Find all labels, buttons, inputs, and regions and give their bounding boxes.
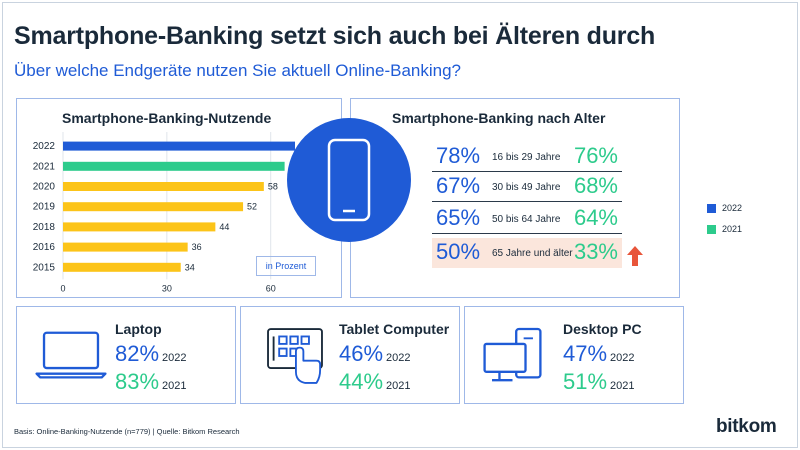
device-value-2021: 44% 2021 xyxy=(339,369,411,394)
device-value-2022: 47% 2022 xyxy=(563,341,635,366)
bar-2015 xyxy=(63,262,181,272)
category-label: 2018 xyxy=(33,222,56,233)
category-label: 2015 xyxy=(33,262,56,273)
legend-item: 2022 xyxy=(707,203,742,213)
legend-item: 2021 xyxy=(707,224,742,234)
age-value-2021: 33% xyxy=(573,239,618,264)
category-label: 2021 xyxy=(33,161,56,172)
age-row: 50% 65 Jahre und älter 33% xyxy=(432,238,622,268)
tablet-hand-icon xyxy=(267,328,323,384)
bitkom-logo: bitkom xyxy=(716,416,777,437)
bar-value-label: 34 xyxy=(185,262,195,272)
age-table-title: Smartphone-Banking nach Alter xyxy=(392,110,606,126)
desktop-pc-icon xyxy=(483,327,542,382)
age-group-label: 50 bis 64 Jahre xyxy=(492,214,561,225)
device-name: Desktop PC xyxy=(563,321,642,337)
unit-note: in Prozent xyxy=(256,256,316,276)
age-value-2022: 50% xyxy=(436,239,481,264)
age-group-label: 16 bis 29 Jahre xyxy=(492,152,561,163)
page-subtitle: Über welche Endgeräte nutzen Sie aktuell… xyxy=(14,61,461,80)
bar-value-label: 58 xyxy=(268,182,278,192)
device-panel: Tablet Computer 46% 2022 44% 2021 xyxy=(240,306,460,404)
legend-swatch xyxy=(707,203,716,213)
smartphone-circle xyxy=(287,118,411,242)
bar-value-label: 52 xyxy=(247,202,257,212)
bar-2022 xyxy=(63,141,295,151)
age-value-2021: 76% xyxy=(573,143,618,168)
bar-2019 xyxy=(63,202,244,212)
age-value-2022: 65% xyxy=(436,205,481,230)
source-note: Basis: Online-Banking-Nutzende (n=779) |… xyxy=(14,427,240,436)
smartphone-icon xyxy=(327,138,371,222)
legend-label: 2021 xyxy=(722,224,743,234)
category-label: 2019 xyxy=(33,202,56,213)
device-panel: Desktop PC 47% 2022 51% 2021 xyxy=(464,306,684,404)
legend-swatch xyxy=(707,224,716,234)
age-value-2021: 64% xyxy=(573,205,618,230)
category-label: 2022 xyxy=(33,141,56,152)
legend-label: 2022 xyxy=(722,203,743,213)
age-group-label: 65 Jahre und älter xyxy=(492,248,573,259)
age-value-2022: 78% xyxy=(436,143,481,168)
device-name: Tablet Computer xyxy=(339,321,450,337)
page-title: Smartphone-Banking setzt sich auch bei Ä… xyxy=(14,22,656,50)
laptop-icon xyxy=(35,331,107,379)
x-tick-label: 60 xyxy=(266,283,276,293)
age-row: 67% 30 bis 49 Jahre 68% xyxy=(432,172,622,202)
age-row: 65% 50 bis 64 Jahre 64% xyxy=(432,204,622,234)
bar-chart-title: Smartphone-Banking-Nutzende xyxy=(62,110,272,126)
x-tick-label: 0 xyxy=(60,283,65,293)
device-panel: Laptop 82% 2022 83% 2021 xyxy=(16,306,236,404)
device-value-2021: 83% 2021 xyxy=(115,369,187,394)
bar-2020 xyxy=(63,182,264,191)
bar-value-label: 36 xyxy=(192,242,202,252)
age-value-2021: 68% xyxy=(573,173,618,198)
device-value-2021: 51% 2021 xyxy=(563,369,635,394)
age-row: 78% 16 bis 29 Jahre 76% xyxy=(432,142,622,172)
bar-2016 xyxy=(63,242,188,252)
category-label: 2016 xyxy=(33,242,56,253)
device-value-2022: 46% 2022 xyxy=(339,341,411,366)
bar-2021 xyxy=(63,161,285,171)
category-label: 2020 xyxy=(33,182,56,193)
device-value-2022: 82% 2022 xyxy=(115,341,187,366)
age-group-label: 30 bis 49 Jahre xyxy=(492,182,561,193)
age-value-2022: 67% xyxy=(436,173,481,198)
bar-chart: 0306020226720216420205820195220184420163… xyxy=(33,132,309,293)
x-tick-label: 30 xyxy=(162,283,172,293)
arrow-up-icon xyxy=(627,246,643,266)
device-name: Laptop xyxy=(115,321,162,337)
bar-value-label: 44 xyxy=(219,222,229,232)
bar-2018 xyxy=(63,222,216,232)
